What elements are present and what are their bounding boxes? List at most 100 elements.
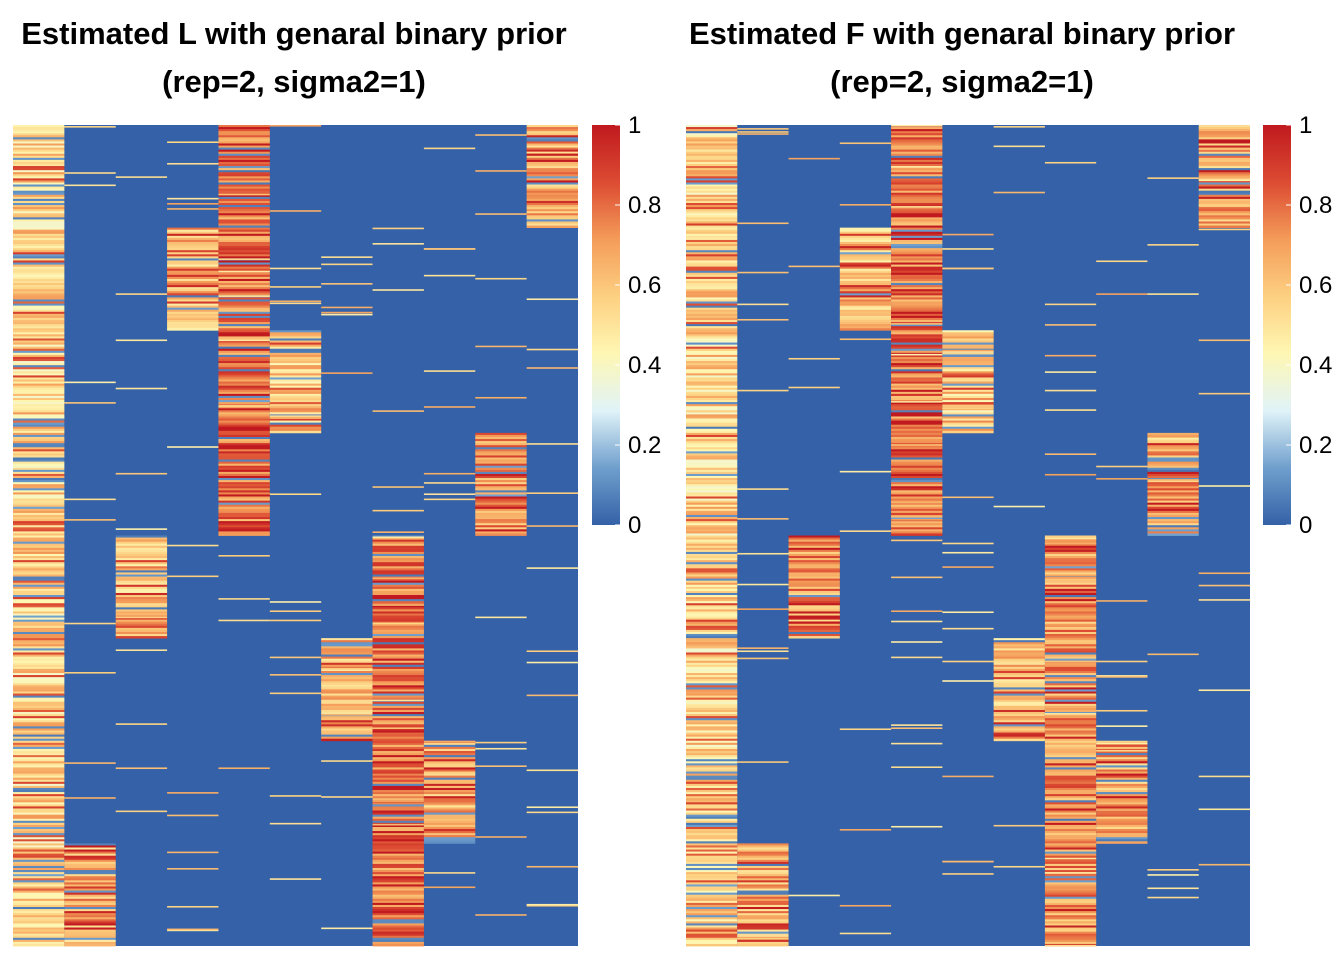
heatmap-cell-band bbox=[1044, 894, 1097, 898]
heatmap-sparse-mark bbox=[321, 256, 373, 258]
heatmap-cell-band bbox=[686, 792, 738, 795]
heatmap-cell-band bbox=[1044, 941, 1097, 945]
heatmap-sparse-mark bbox=[1147, 874, 1199, 876]
heatmap-cell-band bbox=[686, 539, 738, 543]
heatmap-cell-band bbox=[13, 759, 65, 762]
heatmap-sparse-mark bbox=[1044, 354, 1097, 357]
heatmap-cell-band bbox=[686, 898, 738, 902]
heatmap-sparse-mark bbox=[737, 583, 789, 586]
heatmap-sparse-mark bbox=[737, 761, 789, 763]
heatmap-cell-band bbox=[737, 845, 789, 848]
heatmap-cell-band bbox=[372, 851, 424, 855]
heatmap-sparse-mark bbox=[891, 444, 943, 446]
color-legend: 00.20.40.60.81 bbox=[592, 112, 661, 539]
heatmap-cell-band bbox=[372, 685, 424, 688]
heatmap-cell-band bbox=[218, 330, 270, 333]
heatmap-cell-band bbox=[115, 613, 168, 616]
heatmap-cell-band bbox=[686, 155, 738, 159]
heatmap-cell-band bbox=[1044, 845, 1097, 848]
heatmap-sparse-mark bbox=[64, 519, 116, 521]
heatmap-sparse-mark bbox=[475, 170, 527, 172]
heatmap-cell-band bbox=[1044, 810, 1097, 813]
heatmap-cell-band bbox=[891, 182, 943, 185]
heatmap-cell-band bbox=[686, 514, 738, 518]
heatmap-cell-band bbox=[686, 443, 738, 446]
heatmap-cell-band bbox=[839, 268, 892, 272]
heatmap-sparse-mark bbox=[167, 868, 219, 870]
heatmap-cell-band bbox=[13, 859, 65, 863]
heatmap-cell-band bbox=[13, 541, 65, 545]
heatmap-cell-band bbox=[686, 634, 738, 637]
heatmap-cell-band bbox=[993, 705, 1045, 709]
heatmap-cell-band bbox=[218, 496, 270, 499]
heatmap-cell-band bbox=[839, 252, 892, 255]
heatmap-cell-band bbox=[13, 664, 65, 668]
heatmap-cell-band bbox=[942, 389, 994, 393]
heatmap-cell-band bbox=[891, 276, 943, 280]
heatmap-cell-band bbox=[13, 285, 65, 288]
heatmap-sparse-mark bbox=[321, 927, 373, 930]
heatmap-cell-band bbox=[1044, 558, 1097, 561]
heatmap-cell-band bbox=[788, 553, 840, 557]
heatmap-cell-band bbox=[891, 436, 943, 440]
heatmap-cell-band bbox=[1044, 767, 1097, 770]
heatmap-cell-band bbox=[686, 714, 738, 717]
heatmap-cell-band bbox=[686, 291, 738, 294]
heatmap-cell-band bbox=[839, 324, 892, 327]
heatmap-cell-band bbox=[321, 699, 373, 703]
heatmap-sparse-mark bbox=[891, 516, 943, 518]
heatmap-cell-band bbox=[423, 746, 476, 750]
heatmap-cell-band bbox=[1044, 638, 1097, 641]
heatmap-cell-band bbox=[13, 861, 65, 865]
heatmap-cell-band bbox=[13, 767, 65, 770]
heatmap-cell-band bbox=[64, 861, 116, 865]
heatmap-cell-band bbox=[891, 482, 943, 485]
heatmap-cell-band bbox=[1044, 566, 1097, 569]
heatmap-cell-band bbox=[218, 506, 270, 510]
heatmap-cell-band bbox=[13, 301, 65, 304]
heatmap-cell-band bbox=[115, 629, 168, 633]
heatmap-cell-band bbox=[891, 344, 943, 348]
heatmap-cell-band bbox=[686, 465, 738, 469]
heatmap-cell-band bbox=[737, 880, 789, 883]
heatmap-cell-band bbox=[372, 888, 424, 891]
heatmap-cell-band bbox=[686, 449, 738, 452]
heatmap-cell-band bbox=[218, 365, 270, 368]
heatmap-cell-band bbox=[686, 209, 738, 212]
legend-tick-label: 0.8 bbox=[1299, 192, 1332, 219]
heatmap-cell-band bbox=[269, 420, 322, 424]
heatmap-cell-band bbox=[891, 525, 943, 528]
heatmap-cell-band bbox=[1147, 490, 1199, 493]
heatmap-cell-band bbox=[372, 781, 424, 785]
heatmap-cell-band bbox=[218, 246, 270, 249]
heatmap-cell-band bbox=[13, 941, 65, 945]
heatmap-cell-band bbox=[1044, 732, 1097, 735]
heatmap-cell-band bbox=[1096, 744, 1148, 748]
heatmap-cell-band bbox=[891, 418, 943, 421]
heatmap-cell-band bbox=[526, 168, 578, 171]
heatmap-cell-band bbox=[1044, 935, 1097, 939]
heatmap-cell-band bbox=[686, 662, 738, 666]
heatmap-cell-band bbox=[993, 738, 1045, 742]
heatmap-cell-band bbox=[269, 342, 322, 346]
heatmap-cell-band bbox=[423, 767, 476, 770]
heatmap-cell-band bbox=[372, 937, 424, 941]
heatmap-cell-band bbox=[423, 812, 476, 816]
heatmap-cell-band bbox=[372, 736, 424, 740]
heatmap-cell-band bbox=[1044, 642, 1097, 645]
heatmap-cell-band bbox=[686, 332, 738, 335]
heatmap-cell-band bbox=[475, 533, 527, 536]
heatmap-cell-band bbox=[13, 824, 65, 828]
heatmap-cell-band bbox=[13, 744, 65, 748]
heatmap-cell-band bbox=[167, 326, 219, 329]
heatmap-cell-band bbox=[686, 164, 738, 167]
heatmap-cell-band bbox=[1198, 139, 1250, 142]
heatmap-cell-band bbox=[526, 194, 578, 198]
heatmap-cell-band bbox=[13, 621, 65, 625]
heatmap-cell-band bbox=[13, 765, 65, 768]
heatmap-cell-band bbox=[993, 675, 1045, 678]
heatmap-cell-band bbox=[218, 317, 270, 321]
heatmap-cell-band bbox=[686, 904, 738, 908]
heatmap-cell-band bbox=[13, 785, 65, 789]
heatmap-cell-band bbox=[13, 724, 65, 727]
